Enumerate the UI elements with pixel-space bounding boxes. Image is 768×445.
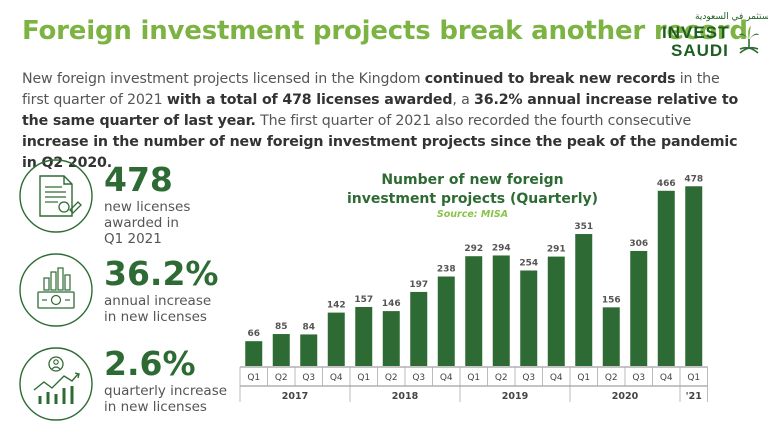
logo-arabic-text: استثمر في السعودية [695, 12, 768, 22]
stat-quarterly-line1: quarterly increase [104, 383, 228, 399]
stat-licenses-desc: new licenses awarded in Q1 2021 [104, 199, 190, 247]
growth-person-icon [19, 347, 93, 421]
quarter-tick-label: Q2 [605, 373, 618, 383]
stat-annual-line2: in new licenses [104, 309, 207, 325]
bar-value-label: 351 [574, 222, 593, 232]
bar [410, 291, 428, 366]
intro-text-1: New foreign investment projects licensed… [22, 71, 425, 87]
bar-value-label: 254 [519, 258, 538, 268]
stat-annual-value: 36.2% [104, 254, 219, 293]
bar-value-label: 294 [492, 243, 511, 253]
intro-bold-4: increase in the number of new foreign in… [22, 134, 738, 171]
chart-title-line2: investment projects (Quarterly) [346, 191, 599, 207]
quarter-tick-label: Q1 [357, 373, 370, 383]
bar-value-label: 291 [547, 245, 566, 255]
quarter-tick-label: Q2 [275, 373, 288, 383]
chart-source: Source: MISA [436, 209, 509, 220]
intro-bold-3: 36.2% annual increase relative to the sa… [22, 92, 739, 129]
bar-value-label: 306 [629, 239, 648, 249]
quarter-tick-label: Q4 [550, 373, 563, 383]
quarter-tick-label: Q4 [440, 373, 453, 383]
bar-value-label: 157 [354, 295, 373, 305]
stat-annual-line1: annual increase [104, 293, 212, 309]
bar-value-label: 197 [409, 280, 428, 290]
bar-value-label: 478 [684, 174, 703, 184]
bar-value-label: 142 [327, 301, 346, 311]
quarter-tick-label: Q3 [302, 373, 315, 383]
chart-title: Number of new foreign investment project… [345, 171, 600, 209]
year-label: 2020 [612, 391, 639, 402]
year-label: 2017 [282, 391, 308, 402]
bar [520, 270, 538, 366]
quarter-tick-label: Q1 [467, 373, 480, 383]
palm-swords-icon [739, 26, 759, 54]
quarter-tick-label: Q1 [247, 373, 260, 383]
quarter-tick-label: Q2 [495, 373, 508, 383]
bar-value-label: 238 [437, 265, 456, 275]
quarter-tick-label: Q4 [660, 373, 673, 383]
intro-bold-1: continued to break new records [424, 71, 676, 87]
intro-text-2: in the first quarter of 2021 [22, 71, 720, 108]
stat-licenses-value: 478 [104, 160, 173, 199]
bar-value-label: 146 [382, 299, 401, 309]
year-label: 2019 [502, 391, 528, 402]
bar-value-label: 84 [302, 322, 315, 332]
stat-licenses-line2: awarded in [104, 215, 179, 231]
bar [657, 190, 675, 366]
stat-quarterly-desc: quarterly increase in new licenses [104, 383, 227, 415]
logo-invest-text: INVEST [662, 23, 730, 42]
quarter-tick-label: Q3 [412, 373, 425, 383]
bar [602, 307, 620, 366]
bar [355, 306, 373, 366]
bar [437, 276, 455, 366]
bar [382, 311, 400, 366]
bar [245, 341, 263, 366]
invest-saudi-logo: استثمر في السعودية INVEST SAUDI [662, 12, 768, 60]
intro-text-4: The first quarter of 2021 also recorded … [255, 113, 692, 129]
bar [685, 186, 703, 366]
bar [630, 250, 648, 366]
stat-licenses-line3: Q1 2021 [104, 231, 162, 247]
bar-value-label: 66 [247, 329, 260, 339]
quarter-tick-label: Q3 [632, 373, 645, 383]
intro-text-3: , a [452, 92, 475, 108]
year-label: '21 [686, 391, 702, 402]
chart-money-icon [19, 253, 93, 327]
stat-annual-desc: annual increase in new licenses [104, 293, 211, 325]
intro-paragraph: New foreign investment projects licensed… [22, 69, 750, 174]
bar [327, 312, 345, 366]
stat-quarterly-line2: in new licenses [104, 399, 207, 415]
intro-bold-2: with a total of 478 licenses awarded [166, 92, 453, 108]
bar [575, 234, 593, 366]
bar [492, 255, 510, 366]
stat-licenses-line1: new licenses [104, 199, 191, 215]
page-title: Foreign investment projects break anothe… [22, 16, 748, 46]
quarter-tick-label: Q2 [385, 373, 398, 383]
bar-value-label: 156 [602, 295, 621, 305]
bar-value-label: 292 [464, 244, 483, 254]
stat-quarterly-value: 2.6% [104, 344, 196, 383]
chart-title-line1: Number of new foreign [381, 172, 564, 188]
license-document-icon [19, 159, 93, 233]
bar [272, 334, 290, 366]
bar [465, 256, 483, 366]
quarter-tick-label: Q1 [687, 373, 700, 383]
quarter-tick-label: Q3 [522, 373, 535, 383]
bar-value-label: 466 [657, 179, 676, 189]
bar [300, 334, 318, 366]
bar [547, 256, 565, 366]
logo-saudi-text: SAUDI [671, 41, 729, 60]
bar-value-label: 85 [275, 322, 288, 332]
quarter-tick-label: Q1 [577, 373, 590, 383]
year-label: 2018 [392, 391, 419, 402]
quarter-tick-label: Q4 [330, 373, 343, 383]
